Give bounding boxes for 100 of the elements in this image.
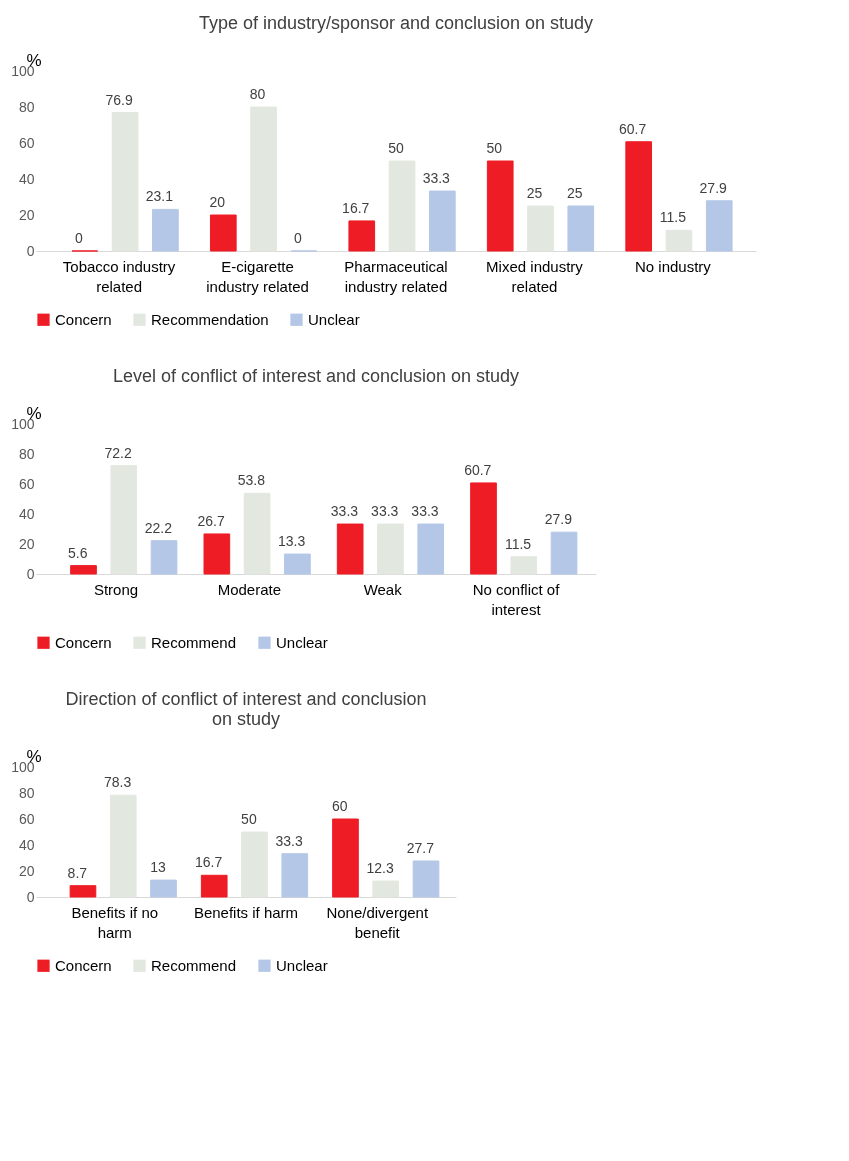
data-label: 16.7 (194, 854, 223, 871)
data-label: 60 (332, 798, 348, 814)
data-label: 60.7 (464, 461, 492, 478)
data-label: 11.5 (504, 535, 532, 552)
bar (550, 531, 578, 575)
x-tick-label: Tobacco industry related (62, 257, 176, 295)
data-label: 80 (249, 86, 266, 102)
data-label: 33.3 (411, 503, 439, 520)
y-tick-label: 40 (18, 505, 35, 522)
data-label: 0 (293, 230, 302, 246)
legend-label: Recommend (151, 633, 237, 651)
bar (111, 112, 139, 252)
data-label: 12.3 (366, 860, 394, 877)
chart-title: Type of industry/sponsor and conclusion on study (198, 13, 594, 33)
y-tick-label: 40 (18, 836, 35, 853)
bar (241, 831, 268, 898)
x-tick-label: Benefits if no harm (71, 903, 159, 941)
x-tick-label: Mixed industry related (486, 257, 584, 295)
data-label: 53.8 (237, 472, 266, 489)
y-tick-label: 80 (18, 784, 35, 801)
data-label: 50 (388, 140, 404, 156)
x-tick-label: Strong (93, 580, 139, 598)
data-label: 13 (150, 859, 166, 876)
bar (70, 565, 97, 575)
y-tick-label: 80 (18, 445, 35, 462)
chart-title: Direction of conflict of interest and conclusion on study (65, 689, 427, 729)
y-tick-label: 20 (18, 535, 35, 552)
data-label: 33.3 (275, 832, 303, 849)
data-label: 27.7 (406, 839, 435, 856)
data-label: 5.6 (68, 544, 88, 561)
bar (486, 160, 514, 252)
data-label: 0 (74, 230, 83, 246)
data-label: 78.3 (104, 774, 132, 791)
x-tick-label: Weak (363, 580, 403, 598)
y-tick-label: 0 (26, 565, 35, 582)
legend-label: Unclear (308, 310, 360, 328)
data-label: 33.3 (330, 503, 359, 520)
data-label: 8.7 (67, 864, 88, 881)
chart-title: Level of conflict of interest and conclusion on study (112, 366, 520, 386)
bar (412, 860, 440, 898)
data-label: 33.3 (371, 503, 399, 520)
legend-label: Concern (55, 310, 112, 328)
data-label: 20 (209, 194, 226, 210)
x-tick-label: Pharmaceutical industry related (344, 257, 448, 295)
data-label: 25 (566, 185, 583, 201)
bar (110, 465, 138, 575)
x-tick-label: No industry (634, 257, 712, 275)
x-tick-label: E-cigarette industry related (206, 257, 309, 295)
x-tick-label: None/divergent benefit (326, 903, 429, 941)
bar (203, 533, 231, 575)
x-tick-label: Moderate (217, 580, 282, 598)
data-label: 76.9 (105, 91, 133, 108)
bar (281, 853, 309, 898)
legend-label: Concern (55, 633, 112, 651)
bar (200, 874, 228, 898)
bar (348, 220, 376, 252)
y-tick-label: 0 (26, 242, 35, 259)
data-label: 27.9 (544, 511, 573, 528)
legend-label: Concern (55, 956, 112, 974)
bar (372, 880, 400, 898)
y-tick-label: 60 (18, 810, 35, 827)
data-label: 23.1 (145, 188, 174, 205)
bar (388, 160, 416, 252)
x-tick-label: Benefits if harm (193, 903, 299, 921)
bar (109, 794, 137, 898)
bar (152, 208, 179, 252)
y-tick-label: 20 (18, 206, 35, 223)
y-tick-label: 40 (18, 170, 35, 187)
data-label: 72.2 (104, 444, 132, 461)
bar (625, 141, 653, 252)
bar (332, 818, 359, 898)
bar (417, 523, 445, 575)
data-label: 13.3 (278, 533, 306, 550)
data-label: 11.5 (659, 209, 687, 226)
data-label: 26.7 (197, 512, 225, 529)
legend-label: Recommend (151, 956, 237, 974)
bar (336, 523, 364, 575)
bar (150, 879, 177, 898)
bar (250, 106, 277, 252)
y-tick-label: 20 (18, 862, 35, 879)
y-tick-label: 60 (18, 134, 35, 151)
data-label: 27.9 (699, 179, 728, 196)
data-label: 50 (486, 140, 503, 156)
y-tick-label: 60 (18, 475, 35, 492)
bar (150, 540, 178, 575)
bar (705, 200, 733, 252)
bar (284, 553, 311, 575)
bar (567, 205, 595, 252)
legend-label: Unclear (276, 633, 328, 651)
bar (209, 214, 237, 252)
bar (243, 492, 271, 575)
data-label: 50 (241, 811, 257, 827)
bar (428, 190, 456, 252)
bar (470, 482, 497, 575)
bar (377, 523, 404, 575)
data-label: 25 (526, 185, 543, 201)
legend-label: Recommendation (151, 310, 269, 328)
data-label: 33.3 (422, 170, 451, 187)
y-tick-label: 0 (26, 888, 35, 905)
bar (527, 205, 554, 252)
